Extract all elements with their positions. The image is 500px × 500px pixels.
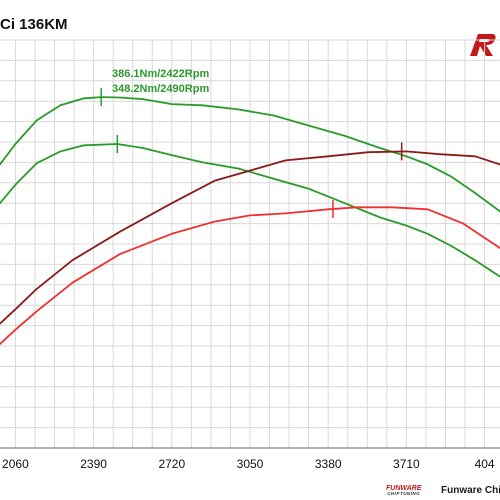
brand-name: FUNWARE — [386, 484, 422, 492]
x-tick-label: 2390 — [80, 457, 107, 471]
x-tick-label: 404 — [475, 457, 495, 471]
brand-subtitle: CHIPTUNING — [387, 490, 421, 496]
chart-title: Ci 136KM — [0, 16, 68, 33]
x-tick-label: 3050 — [237, 457, 264, 471]
annotation-torque_stock: 348.2Nm/2490Rpm — [112, 83, 209, 95]
x-tick-label: 3380 — [315, 457, 342, 471]
series-line-torque_stock — [0, 143, 500, 278]
x-tick-label: 2720 — [158, 457, 185, 471]
series-line-power_tuned — [0, 150, 500, 325]
x-tick-label: 3710 — [393, 457, 420, 471]
funware-logo: FUNWARE CHIPTUNING — [386, 485, 421, 497]
series-line-torque_tuned — [0, 96, 500, 213]
series-line-power_stock — [0, 206, 500, 345]
x-tick-label: 2060 — [2, 457, 29, 471]
company-name: Funware Chip — [441, 485, 500, 496]
annotation-torque_tuned: 386.1Nm/2422Rpm — [112, 68, 209, 80]
